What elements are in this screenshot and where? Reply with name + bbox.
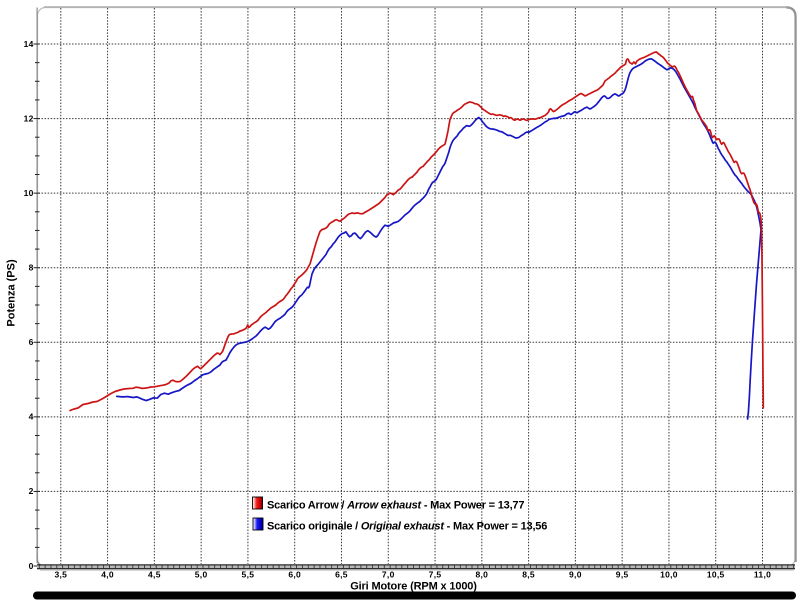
svg-text:10,5: 10,5 <box>707 570 725 580</box>
svg-text:12: 12 <box>24 113 34 123</box>
svg-text:6,5: 6,5 <box>335 570 348 580</box>
svg-text:0: 0 <box>29 561 34 571</box>
svg-text:7,5: 7,5 <box>429 570 442 580</box>
svg-text:5,5: 5,5 <box>242 570 255 580</box>
svg-text:9,5: 9,5 <box>616 570 629 580</box>
svg-text:11,0: 11,0 <box>754 570 771 580</box>
svg-text:Scarico originale / Original e: Scarico originale / Original exhaust - M… <box>267 521 547 533</box>
svg-text:4: 4 <box>29 412 34 422</box>
svg-text:2: 2 <box>29 486 34 496</box>
svg-text:4,5: 4,5 <box>148 570 161 580</box>
svg-text:8,0: 8,0 <box>475 570 488 580</box>
svg-text:6,0: 6,0 <box>288 570 301 580</box>
svg-text:9,0: 9,0 <box>569 570 582 580</box>
svg-text:5,0: 5,0 <box>195 570 208 580</box>
svg-text:6: 6 <box>29 337 34 347</box>
svg-text:8: 8 <box>29 263 34 273</box>
svg-text:3,5: 3,5 <box>54 570 67 580</box>
svg-text:4,0: 4,0 <box>101 570 114 580</box>
svg-text:10: 10 <box>24 188 34 198</box>
svg-text:Scarico Arrow / Arrow exhaust: Scarico Arrow / Arrow exhaust - Max Powe… <box>267 500 524 512</box>
svg-text:Potenza (PS): Potenza (PS) <box>6 259 18 327</box>
svg-text:7,0: 7,0 <box>382 570 395 580</box>
svg-text:10,0: 10,0 <box>660 570 678 580</box>
svg-text:Giri Motore (RPM x 1000): Giri Motore (RPM x 1000) <box>350 581 477 593</box>
svg-text:8,5: 8,5 <box>522 570 535 580</box>
svg-text:14: 14 <box>24 39 34 49</box>
